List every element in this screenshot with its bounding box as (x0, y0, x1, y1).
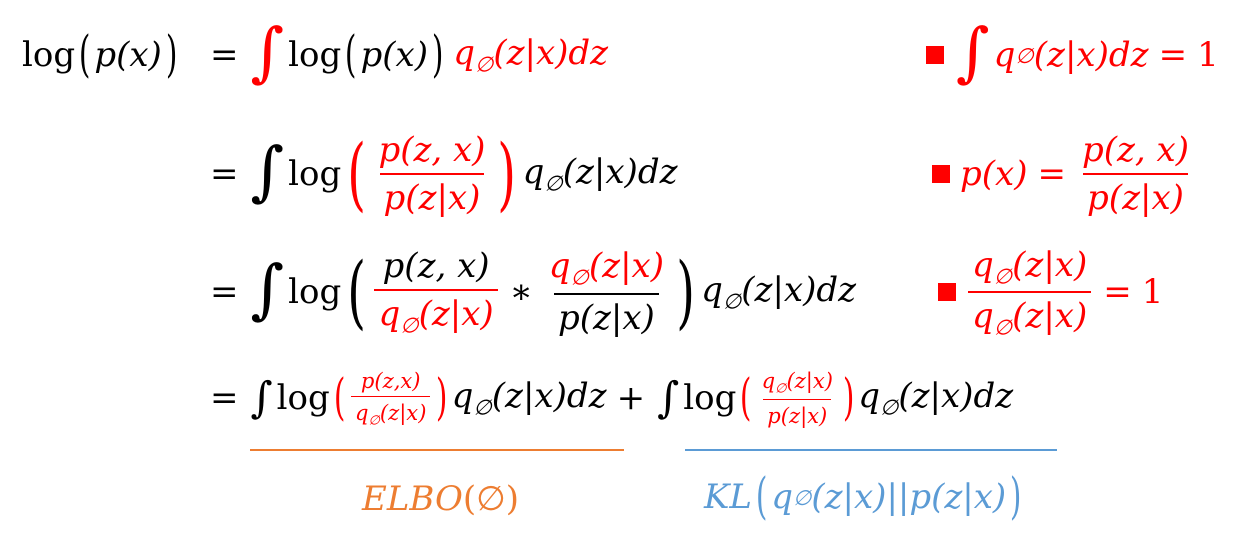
note-3: q∅(z|x) q∅(z|x) = 1 (938, 244, 1163, 340)
equals-sign: = (210, 154, 239, 194)
bullet-square-icon (938, 283, 956, 301)
log-operator: log (683, 378, 737, 418)
integral-sign: ∫ (250, 251, 285, 327)
integral-sign: ∫ (250, 14, 285, 90)
paren-open: ( (78, 25, 91, 84)
fraction-q-over-q: q∅(z|x) q∅(z|x) (968, 245, 1092, 339)
fraction-joint-over-posterior: p(z, x) p(z|x) (378, 130, 486, 218)
p-of-x: p(x) (94, 35, 162, 75)
q-phi-term: q∅(z|x)dz (453, 33, 609, 77)
integral-sign: ∫ (657, 373, 680, 423)
fraction-q-over-posterior: q∅(z|x) p(z|x) (761, 367, 833, 429)
bullet-square-icon (926, 46, 944, 64)
equals-sign: = (210, 272, 239, 312)
integral-sign: ∫ (250, 133, 285, 209)
fraction-joint-over-q: p(z, x) q∅(z|x) (374, 246, 498, 338)
p-of-x: p(x) (360, 35, 428, 75)
paren-close: ) (676, 245, 695, 339)
paren-close: ) (165, 25, 178, 84)
log-operator: log (288, 154, 342, 194)
log-operator: log (276, 378, 330, 418)
elbo-underline (250, 449, 624, 451)
fraction-joint-over-posterior: p(z, x) p(z|x) (1081, 130, 1189, 218)
equation-line-1-rhs: = ∫ log ( p(x) ) q∅(z|x)dz (200, 14, 609, 90)
plus-operator: + (616, 378, 646, 418)
q-phi-term: q∅(z|x)dz (451, 376, 607, 420)
q-phi-term: q∅(z|x)dz (858, 376, 1014, 420)
log-operator: log (22, 35, 76, 75)
equation-line-1: log ( p(x) ) (22, 22, 181, 88)
elbo-label: ELBO(∅) (362, 479, 520, 519)
log-operator: log (288, 35, 342, 75)
log-operator: log (288, 272, 342, 312)
integral-sign: ∫ (956, 14, 990, 90)
bullet-square-icon (932, 165, 950, 183)
paren-open: ( (345, 25, 357, 84)
q-phi-term: q∅(z|x)dz (522, 152, 678, 196)
paren-open: ( (347, 245, 367, 339)
times-operator: ∗ (509, 272, 533, 312)
integral-sign: ∫ (250, 373, 273, 423)
paren-open: ( (347, 127, 367, 221)
note-1: ∫ q ∅ (z|x) dz = 1 (926, 14, 1219, 90)
fraction-joint-over-q: p(z,x) q∅(z|x) (351, 368, 431, 428)
paren-close: ) (436, 368, 448, 427)
paren-close: ) (497, 127, 517, 221)
paren-close: ) (431, 25, 444, 84)
equals-sign: = (210, 35, 239, 75)
q-phi-term: q∅(z|x)dz (701, 270, 857, 314)
equation-line-3: = ∫ log ( p(z, x) q∅(z|x) ∗ q∅(z|x) p(z|… (200, 244, 856, 340)
equation-line-2: = ∫ log ( p(z, x) p(z|x) ) q∅(z|x)dz (200, 126, 678, 222)
equation-line-4: = ∫ log ( p(z,x) q∅(z|x) ) q∅(z|x)dz + ∫… (200, 362, 1013, 434)
kl-label: KL ( q ∅ (z|x) || p(z|x) ) (704, 467, 1022, 526)
paren-open: ( (333, 368, 346, 427)
paren-close: ) (842, 368, 855, 427)
fraction-q-over-posterior: q∅(z|x) p(z|x) (548, 246, 664, 338)
equals-sign: = (210, 378, 239, 418)
kl-underline (685, 449, 1057, 451)
paren-open: ( (740, 368, 752, 427)
note-2: p(x) = p(z, x) p(z|x) (932, 126, 1195, 222)
